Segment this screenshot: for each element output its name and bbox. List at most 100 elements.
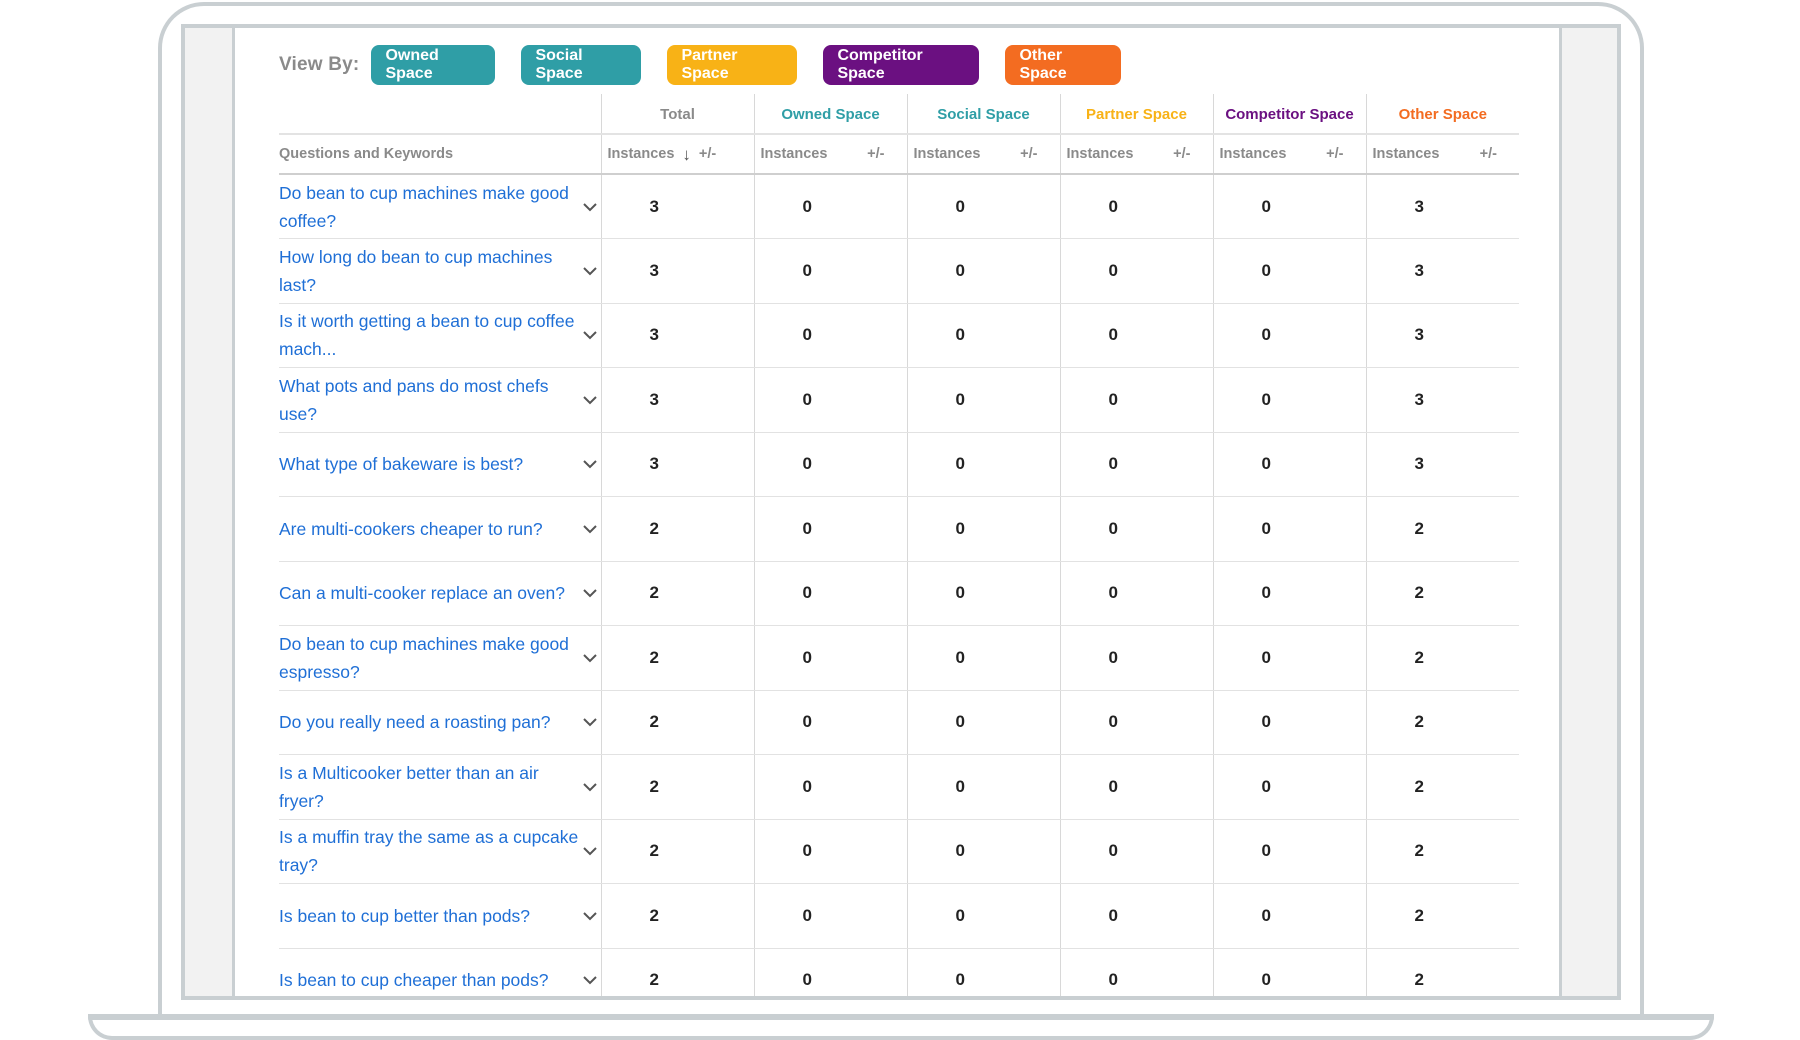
instances-value: 0 [802, 970, 812, 990]
chevron-down-icon[interactable] [579, 782, 601, 792]
value-cell: 0 [1212, 690, 1366, 755]
value-cell: 0 [1212, 625, 1366, 691]
question-link[interactable]: Can a multi-cooker replace an oven? [279, 583, 565, 604]
question-link[interactable]: Are multi-cookers cheaper to run? [279, 518, 543, 539]
filter-chip-other-space[interactable]: Other Space [1005, 45, 1122, 85]
chevron-down-icon[interactable] [579, 459, 601, 469]
instances-value: 3 [1414, 325, 1424, 345]
instances-value: 0 [802, 518, 812, 538]
question-cell: Is it worth getting a bean to cup coffee… [279, 303, 601, 368]
chevron-down-icon[interactable] [579, 202, 601, 212]
question-cell: What pots and pans do most chefs use? [279, 367, 601, 433]
question-link[interactable]: What type of bakeware is best? [279, 454, 524, 475]
change-header[interactable]: +/- [867, 146, 885, 162]
value-cell: 2 [600, 625, 754, 691]
table-row: Do bean to cup machines make good espres… [279, 625, 1519, 691]
question-cell: Do you really need a roasting pan? [279, 690, 601, 755]
instances-header[interactable]: Instances [1066, 146, 1134, 162]
value-cell: 0 [1212, 303, 1366, 368]
value-cell: 2 [600, 819, 754, 884]
instances-value: 0 [1261, 776, 1271, 796]
change-header[interactable]: +/- [1326, 146, 1344, 162]
question-link[interactable]: What pots and pans do most chefs use? [279, 375, 549, 424]
question-link[interactable]: How long do bean to cup machines last? [279, 246, 553, 295]
question-cell: Do bean to cup machines make good espres… [279, 625, 601, 691]
group-header-social-space: Social Space [906, 94, 1060, 135]
instances-value: 0 [1261, 325, 1271, 345]
value-cell: 3 [600, 174, 754, 239]
instances-value: 0 [1108, 583, 1118, 603]
instances-value: 3 [649, 325, 659, 345]
instances-value: 0 [1261, 389, 1271, 409]
question-link[interactable]: Is a Multicooker better than an air frye… [279, 762, 539, 811]
questions-table: Total Owned Space Social Space Partner S… [279, 94, 1519, 996]
value-cell: 0 [1212, 432, 1366, 497]
value-cell: 0 [1059, 174, 1213, 239]
chevron-down-icon[interactable] [579, 588, 601, 598]
instances-value: 0 [1108, 776, 1118, 796]
question-link[interactable]: Is it worth getting a bean to cup coffee… [279, 311, 575, 360]
instances-header[interactable]: Instances [1372, 146, 1440, 162]
chevron-down-icon[interactable] [579, 330, 601, 340]
instances-header[interactable]: Instances [913, 146, 981, 162]
chevron-down-icon[interactable] [579, 975, 601, 985]
filter-chip-owned-space[interactable]: Owned Space [371, 45, 496, 85]
instances-value: 2 [1414, 712, 1424, 732]
instances-header[interactable]: Instances [760, 146, 828, 162]
question-link[interactable]: Is bean to cup better than pods? [279, 905, 531, 926]
question-link[interactable]: Do bean to cup machines make good coffee… [279, 182, 569, 231]
chevron-down-icon[interactable] [579, 911, 601, 921]
table-row: Is bean to cup cheaper than pods? 2 0 0 0 0 2 [279, 948, 1519, 996]
sort-descending-arrow-icon[interactable]: ↓ [682, 144, 691, 164]
instances-value: 3 [649, 196, 659, 216]
question-link[interactable]: Do you really need a roasting pan? [279, 712, 551, 733]
instances-value: 0 [802, 260, 812, 280]
question-link[interactable]: Is bean to cup cheaper than pods? [279, 970, 549, 991]
filter-chip-competitor-space[interactable]: Competitor Space [823, 45, 980, 85]
instances-value: 2 [649, 776, 659, 796]
instances-value: 0 [1261, 841, 1271, 861]
instances-value: 0 [1261, 196, 1271, 216]
question-cell: Is bean to cup cheaper than pods? [279, 948, 601, 996]
instances-value: 0 [802, 583, 812, 603]
view-by-label: View By: [279, 54, 360, 75]
chevron-down-icon[interactable] [579, 717, 601, 727]
instances-value: 0 [955, 518, 965, 538]
instances-value: 0 [802, 712, 812, 732]
value-cell: 0 [1059, 690, 1213, 755]
instances-value: 0 [1108, 647, 1118, 667]
group-header-other-space: Other Space [1365, 94, 1519, 135]
value-cell: 0 [906, 948, 1060, 996]
question-link[interactable]: Is a muffin tray the same as a cupcake t… [279, 827, 579, 876]
filter-chip-social-space[interactable]: Social Space [521, 45, 642, 85]
instances-value: 0 [802, 841, 812, 861]
filter-chip-partner-space[interactable]: Partner Space [667, 45, 798, 85]
instances-value: 2 [649, 583, 659, 603]
laptop-base [88, 1016, 1714, 1040]
questions-keywords-header: Questions and Keywords [279, 134, 601, 175]
chevron-down-icon[interactable] [579, 653, 601, 663]
value-cell: 3 [1365, 367, 1519, 433]
instances-value: 2 [649, 905, 659, 925]
instances-header[interactable]: Instances [1219, 146, 1287, 162]
change-header[interactable]: +/- [1173, 146, 1191, 162]
instances-sort-header[interactable]: Instances [607, 146, 675, 162]
value-cell: 0 [753, 754, 907, 820]
change-header[interactable]: +/- [698, 146, 717, 162]
question-link[interactable]: Do bean to cup machines make good espres… [279, 633, 569, 682]
chevron-down-icon[interactable] [579, 395, 601, 405]
value-cell: 0 [753, 432, 907, 497]
instances-value: 0 [802, 647, 812, 667]
chevron-down-icon[interactable] [579, 846, 601, 856]
app-screen: View By: Owned Space Social Space Partne… [232, 28, 1562, 996]
instances-value: 2 [1414, 841, 1424, 861]
value-cell: 0 [1212, 754, 1366, 820]
chevron-down-icon[interactable] [579, 524, 601, 534]
change-header[interactable]: +/- [1479, 146, 1497, 162]
change-header[interactable]: +/- [1020, 146, 1038, 162]
instances-value: 0 [1108, 905, 1118, 925]
table-row: Is bean to cup better than pods? 2 0 0 0 0 2 [279, 883, 1519, 949]
chevron-down-icon[interactable] [579, 266, 601, 276]
instances-value: 0 [802, 325, 812, 345]
value-cell: 0 [1059, 625, 1213, 691]
